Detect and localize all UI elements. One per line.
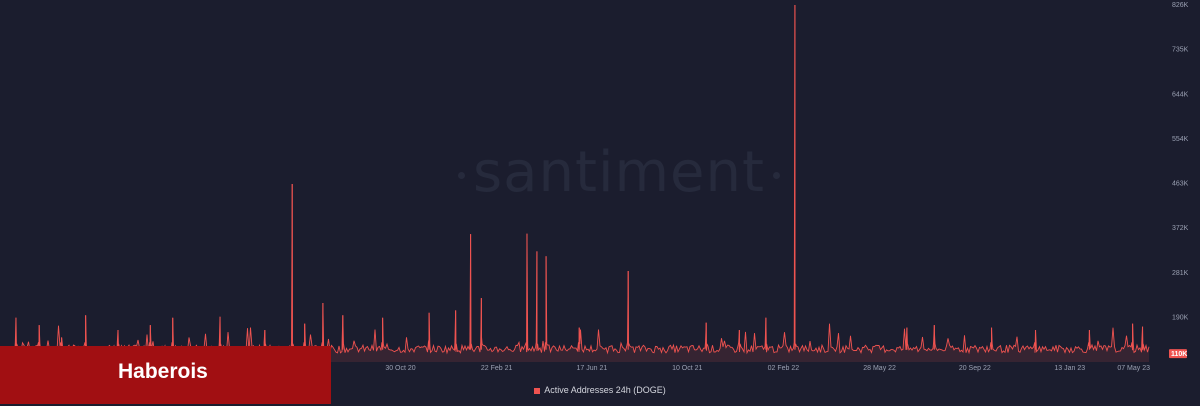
x-tick-label: 20 Sep 22: [959, 365, 991, 372]
y-tick-label: 644K: [1172, 91, 1189, 98]
x-tick-label: 13 Jan 23: [1054, 365, 1085, 372]
y-tick-label: 826K: [1172, 2, 1189, 9]
legend-label: Active Addresses 24h (DOGE): [544, 385, 666, 395]
x-tick-label: 17 Jun 21: [577, 365, 608, 372]
watermark: santiment: [450, 140, 788, 205]
y-tick-label: 735K: [1172, 47, 1189, 54]
y-tick-label: 554K: [1172, 136, 1189, 143]
source-banner: Haberois: [0, 346, 331, 404]
watermark-dot-icon: [772, 172, 780, 180]
series-line: [5, 4, 1150, 355]
y-tick-label: 190K: [1172, 315, 1189, 322]
last-value-badge: [1169, 349, 1187, 359]
watermark-dot-icon: [458, 172, 465, 180]
x-tick-label: 07 May 23: [1117, 365, 1150, 372]
x-tick-label: 10 Oct 21: [672, 365, 702, 372]
y-axis: 190K 281K 372K 463K 554K 644K 735K 826K: [1172, 2, 1189, 322]
y-tick-label: 372K: [1172, 225, 1189, 232]
x-tick-label: 22 Feb 21: [481, 365, 513, 372]
legend[interactable]: Active Addresses 24h (DOGE): [0, 385, 1200, 395]
x-tick-label: 30 Oct 20: [385, 365, 415, 372]
last-value-label: 110K: [1171, 351, 1187, 358]
x-tick-label: 28 May 22: [863, 365, 896, 372]
banner-text: Haberois: [118, 360, 208, 383]
x-tick-label: 02 Feb 22: [768, 365, 800, 372]
last-value-badge-layer: 110K: [1169, 349, 1187, 359]
y-tick-label: 281K: [1172, 270, 1189, 277]
series-layer: [5, 4, 1150, 362]
y-tick-label: 463K: [1172, 181, 1189, 188]
legend-swatch-icon: [534, 387, 541, 394]
